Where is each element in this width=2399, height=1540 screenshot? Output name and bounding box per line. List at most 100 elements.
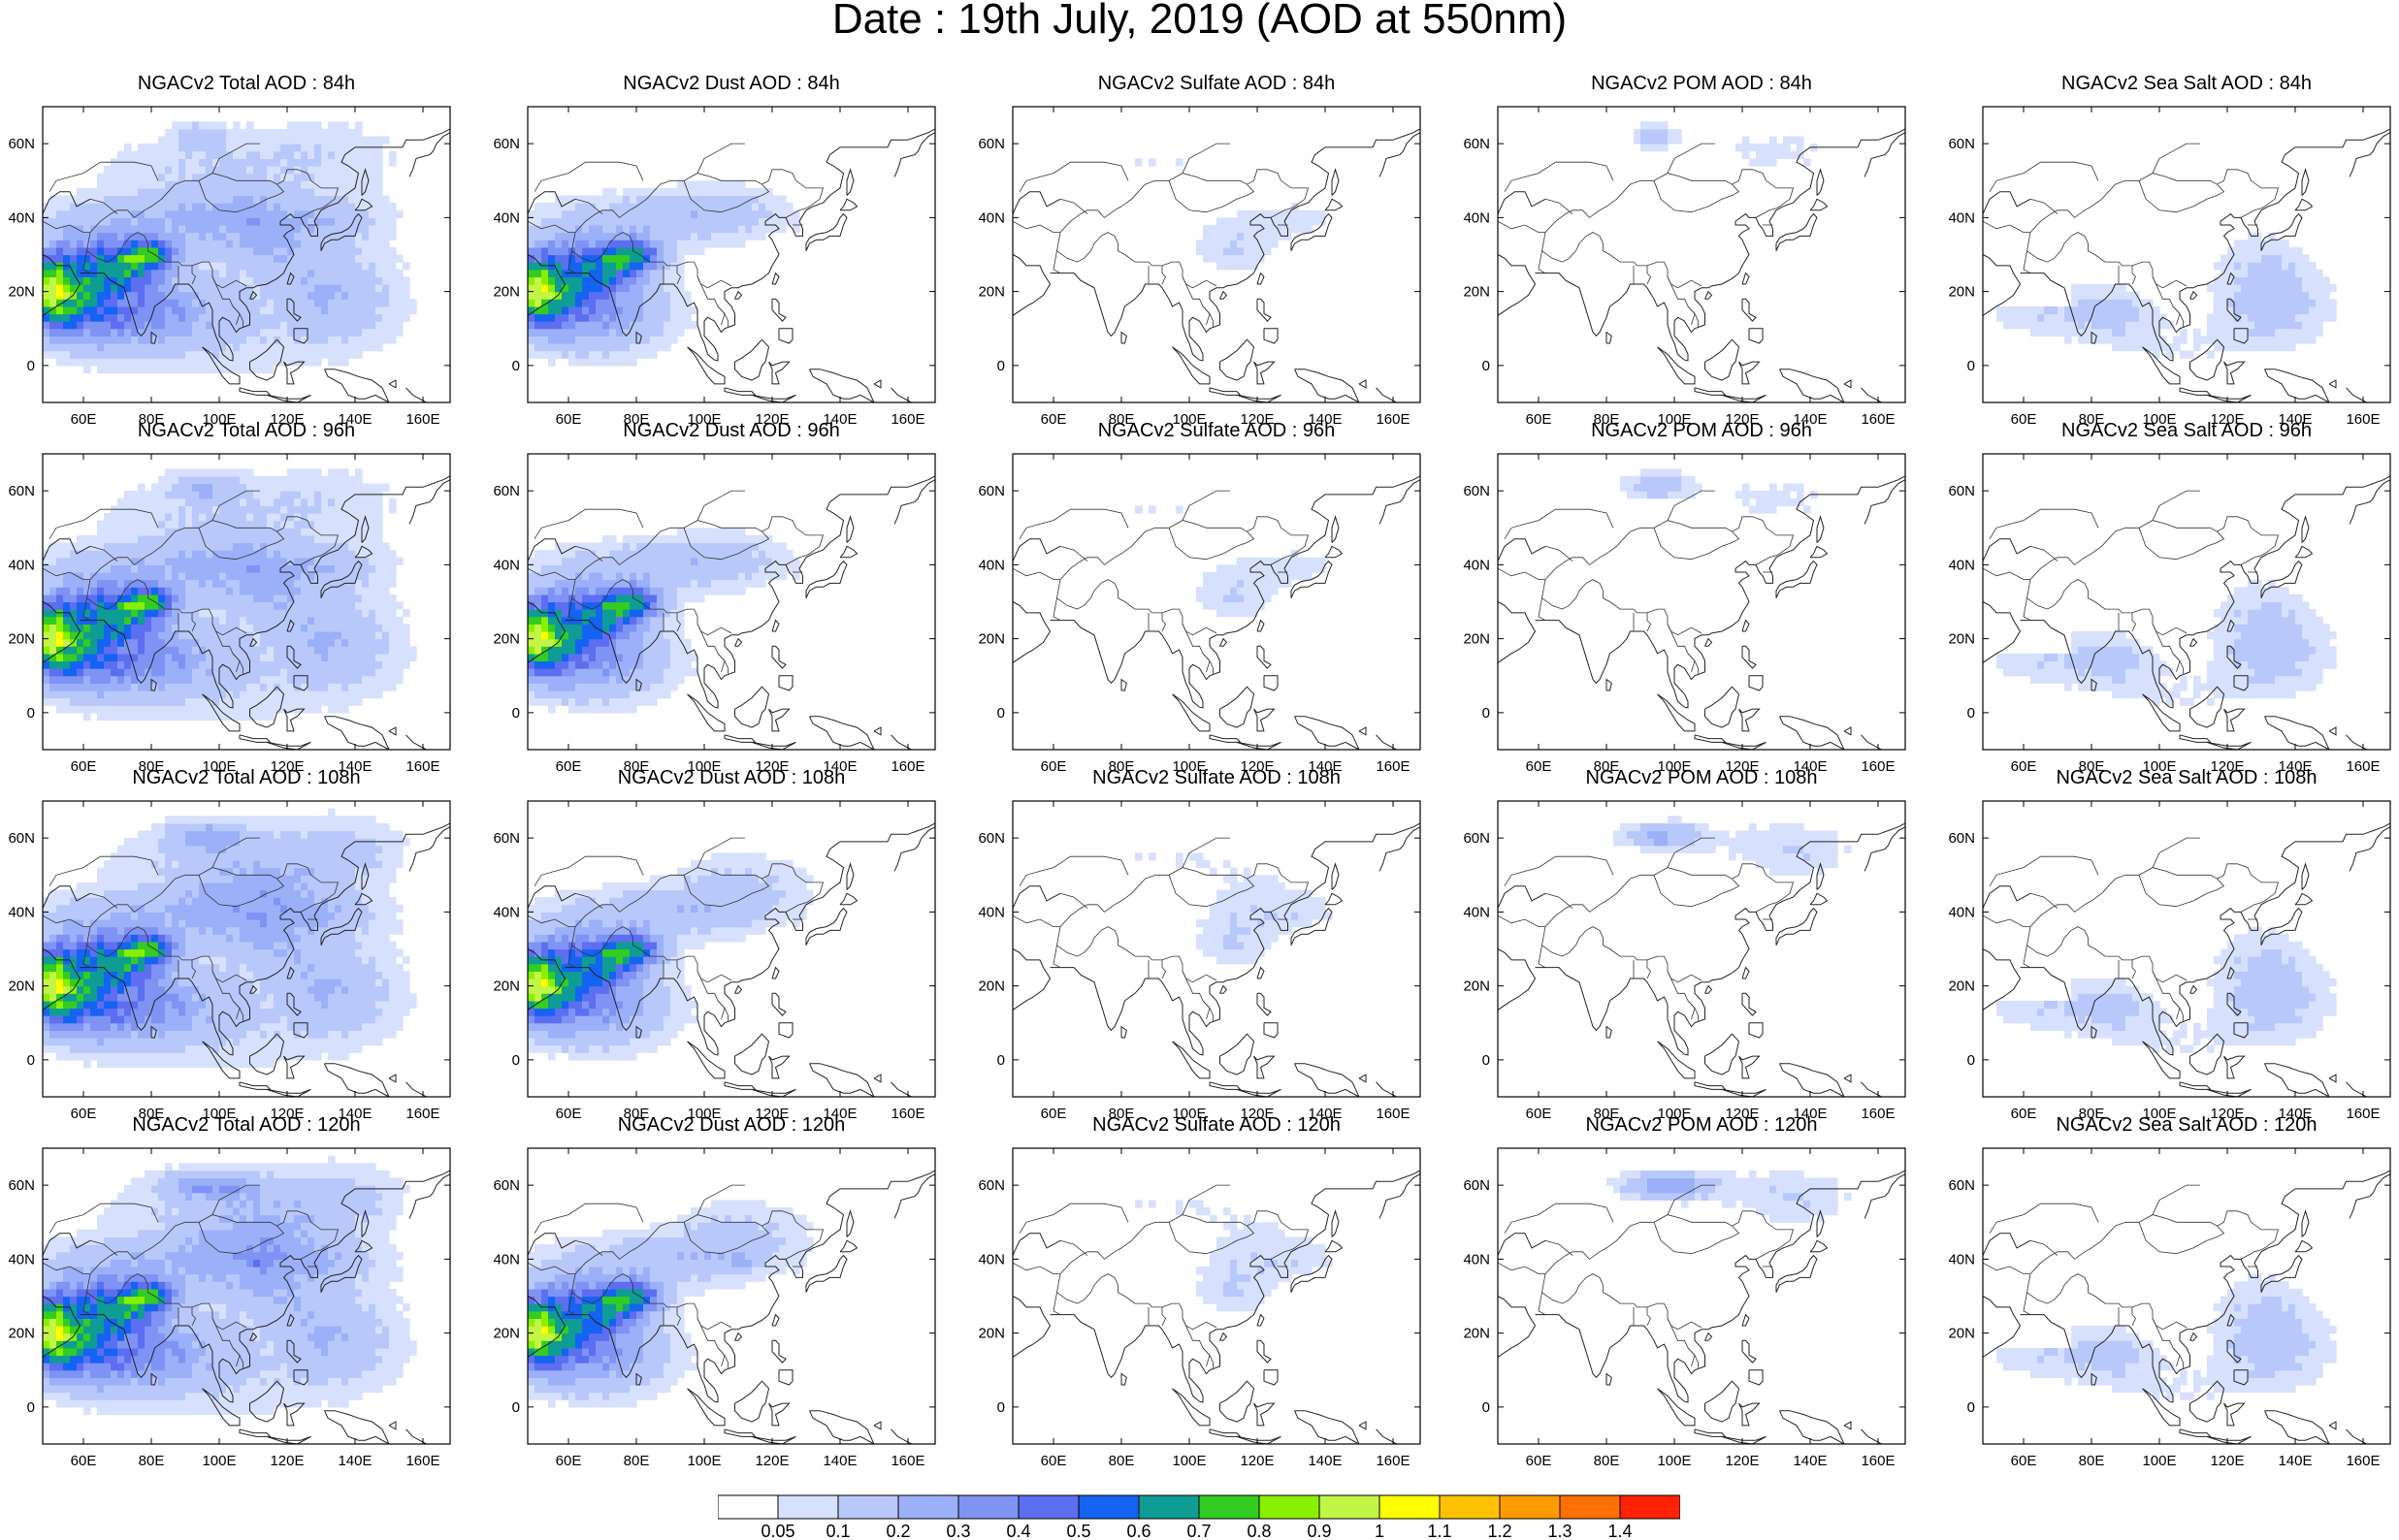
border-line	[211, 490, 260, 521]
aod-cell	[2282, 254, 2289, 263]
aod-cell	[274, 217, 281, 226]
aod-cell	[70, 646, 78, 655]
aod-cell	[212, 336, 220, 344]
aod-cell	[321, 594, 329, 603]
aod-cell	[2098, 328, 2106, 337]
aod-cell	[63, 690, 71, 699]
aod-cell	[104, 225, 112, 234]
aod-cell	[253, 254, 261, 263]
aod-cell	[1661, 121, 1669, 130]
aod-cell	[111, 217, 118, 226]
aod-cell	[382, 209, 390, 218]
aod-cell	[172, 616, 179, 625]
aod-cell	[117, 646, 125, 655]
map-frame	[527, 106, 936, 403]
aod-cell	[314, 262, 322, 271]
aod-cell	[246, 646, 254, 655]
aod-cell	[596, 276, 603, 285]
aod-cell	[280, 660, 288, 669]
aod-cell	[793, 225, 800, 234]
aod-cell	[63, 683, 71, 691]
aod-cell	[226, 483, 234, 492]
aod-cell	[2248, 313, 2255, 322]
aod-cell	[575, 358, 583, 367]
aod-cell	[362, 646, 370, 655]
aod-cell	[124, 534, 132, 544]
aod-cell	[267, 313, 275, 322]
aod-cell	[253, 646, 261, 655]
aod-cell	[321, 217, 329, 226]
aod-cell	[616, 269, 624, 277]
aod-cell	[90, 343, 98, 352]
aod-cell	[575, 601, 583, 610]
aod-cell	[2282, 240, 2289, 248]
aod-cell	[294, 468, 302, 477]
aod-cell	[267, 542, 275, 551]
aod-cell	[1196, 246, 1204, 256]
aod-cell	[138, 246, 146, 256]
aod-cell	[2125, 321, 2133, 330]
aod-cell	[535, 343, 542, 352]
aod-cell	[97, 328, 105, 337]
aod-cell	[131, 587, 139, 595]
aod-cell	[2268, 328, 2276, 337]
aod-cell	[219, 291, 227, 300]
aod-cell	[158, 284, 166, 293]
aod-cell	[403, 660, 410, 669]
aod-cell	[185, 232, 193, 241]
aod-cell	[548, 343, 556, 352]
aod-cell	[528, 313, 535, 322]
aod-cell	[138, 653, 146, 662]
aod-cell	[253, 195, 261, 204]
aod-cell	[280, 284, 288, 293]
aod-cell	[206, 528, 213, 536]
aod-cell	[138, 240, 146, 248]
aod-cell	[192, 313, 200, 322]
aod-cell	[2234, 284, 2242, 293]
aod-cell	[43, 225, 50, 234]
aod-cell	[111, 195, 118, 204]
aod-cell	[301, 594, 308, 603]
aod-cell	[219, 187, 227, 197]
aod-cell	[199, 601, 207, 610]
aod-cell	[274, 187, 281, 197]
map-frame	[42, 453, 451, 751]
coastline	[2142, 346, 2181, 385]
aod-cell	[335, 225, 342, 234]
aod-cell	[178, 483, 186, 492]
aod-cell	[240, 358, 247, 367]
aod-cell	[274, 705, 281, 714]
aod-cell	[43, 579, 50, 588]
aod-cell	[548, 690, 556, 699]
coastline	[1843, 379, 1852, 389]
aod-cell	[382, 291, 390, 300]
aod-cell	[77, 217, 84, 226]
aod-cell	[2119, 284, 2126, 293]
aod-cell	[562, 195, 569, 204]
aod-cell	[219, 128, 227, 138]
aod-cell	[274, 564, 281, 573]
aod-cell	[77, 321, 84, 330]
aod-cell	[83, 217, 91, 226]
aod-cell	[185, 217, 193, 226]
aod-cell	[104, 166, 112, 175]
aod-cell	[212, 284, 220, 293]
aod-cell	[151, 336, 159, 344]
aod-cell	[206, 572, 213, 581]
aod-cell	[650, 321, 658, 330]
aod-cell	[49, 683, 57, 691]
aod-cell	[280, 180, 288, 189]
aod-cell	[308, 128, 315, 138]
aod-cell	[172, 587, 179, 595]
aod-cell	[568, 697, 576, 706]
aod-cell	[1318, 217, 1326, 226]
aod-cell	[49, 232, 57, 241]
aod-cell	[219, 712, 227, 722]
aod-cell	[2329, 299, 2337, 307]
aod-cell	[616, 217, 624, 226]
aod-cell	[341, 638, 349, 647]
aod-cell	[274, 358, 281, 367]
aod-cell	[226, 697, 234, 706]
aod-cell	[321, 683, 329, 691]
aod-cell	[555, 232, 563, 241]
